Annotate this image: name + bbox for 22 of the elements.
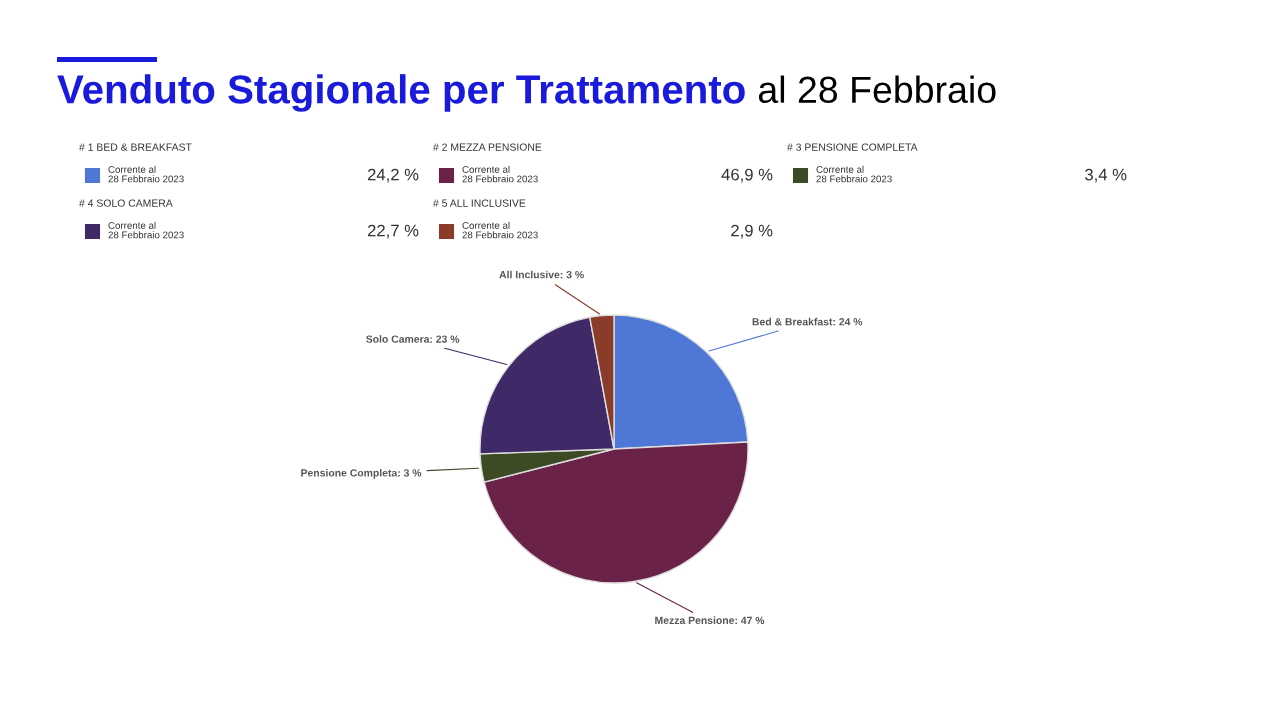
- text: Corrente al 28 Febbraio 2023: [816, 165, 892, 183]
- text: 3,4 %: [1085, 168, 1127, 183]
- text: Corrente al 28 Febbraio 2023: [462, 165, 538, 183]
- slice-label: All Inclusive: 3 %: [499, 270, 584, 279]
- slice-label: Bed & Breakfast: 24 %: [752, 317, 863, 326]
- category-label: # 3 PENSIONE COMPLETA: [787, 143, 918, 151]
- slice-label: Pensione Completa: 3 %: [301, 468, 422, 479]
- text: Corrente al 28 Febbraio 2023: [462, 221, 538, 239]
- slice-label: Solo Camera: 23 %: [366, 335, 460, 343]
- text: al 28 Febbraio: [758, 75, 996, 104]
- text: Corrente al 28 Febbraio 2023: [108, 165, 184, 183]
- category-label: # 4 SOLO CAMERA: [79, 199, 173, 207]
- text: 22,7 %: [367, 224, 419, 239]
- slice-label: Mezza Pensione: 47 %: [655, 616, 765, 625]
- category-label: # 1 BED & BREAKFAST: [79, 143, 192, 151]
- text: 2,9 %: [731, 224, 773, 239]
- text: 24,2 %: [367, 168, 419, 183]
- text: 46,9 %: [721, 168, 773, 183]
- text: Venduto Stagionale per Trattamento: [57, 74, 745, 112]
- category-label: # 5 ALL INCLUSIVE: [433, 199, 526, 207]
- category-label: # 2 MEZZA PENSIONE: [433, 143, 542, 151]
- text: Corrente al 28 Febbraio 2023: [108, 221, 184, 239]
